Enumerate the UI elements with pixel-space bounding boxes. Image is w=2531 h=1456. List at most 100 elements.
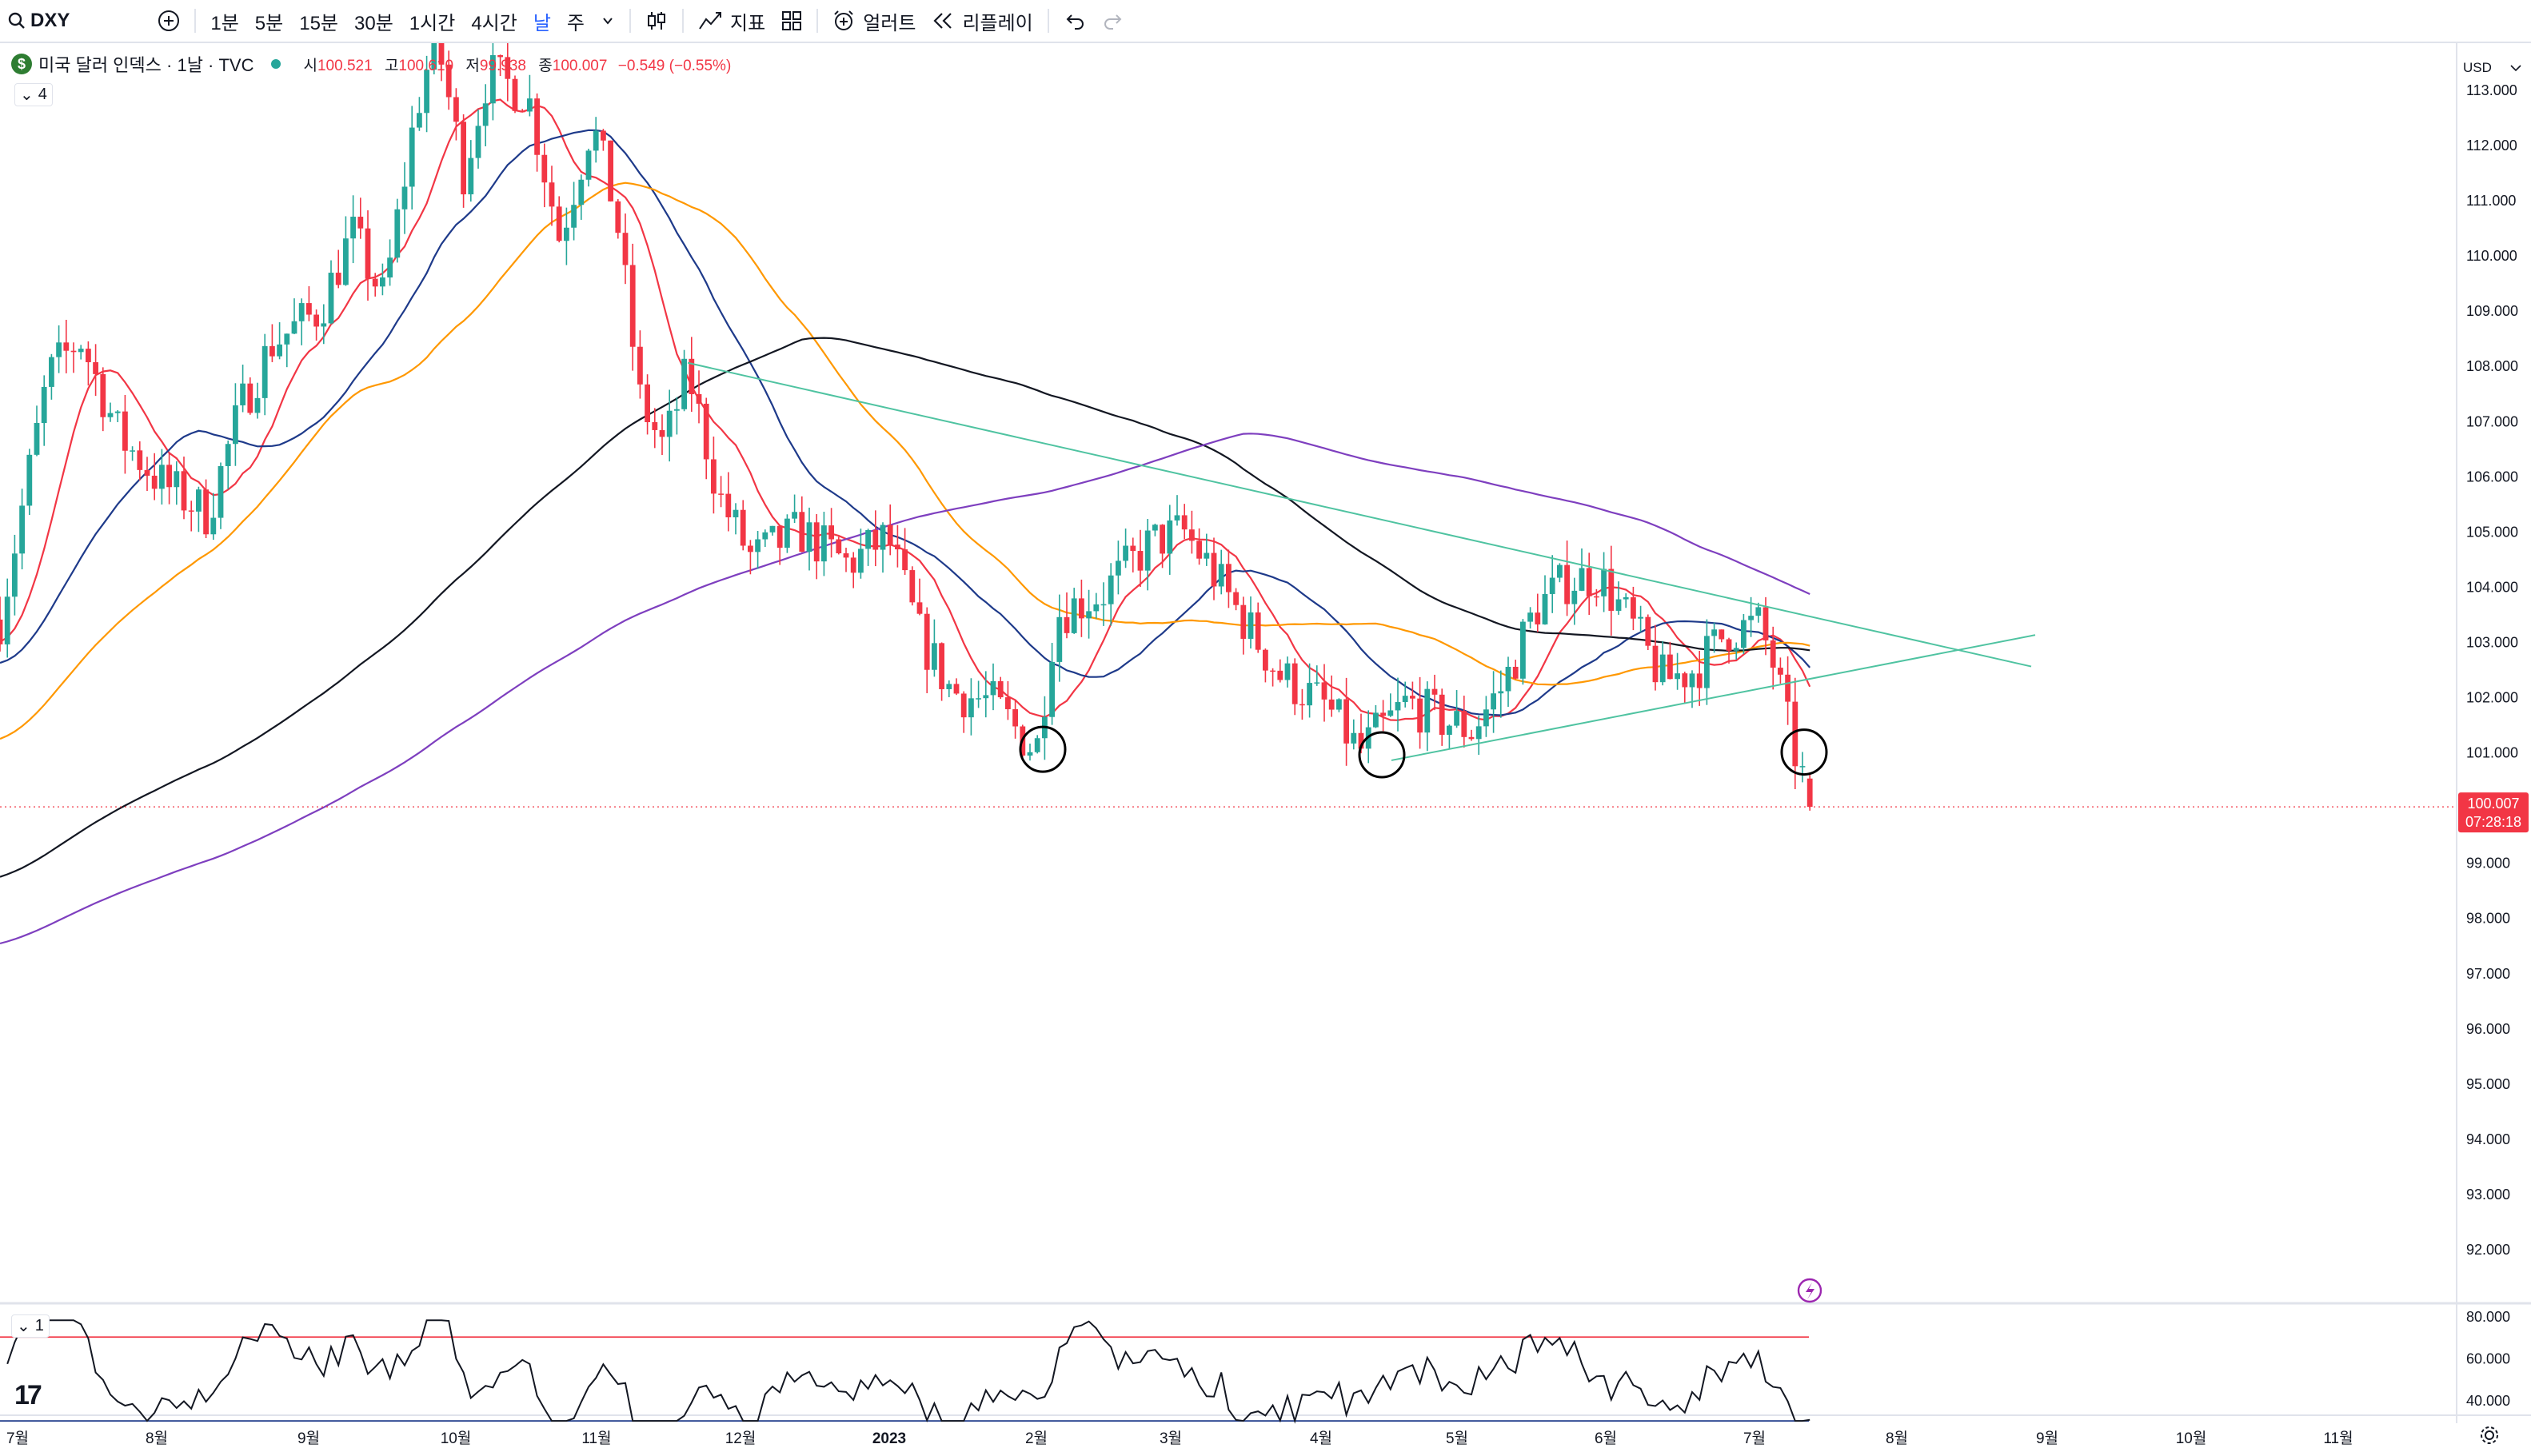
plus-circle-icon (158, 10, 180, 31)
price-tick-label: 112.000 (2466, 138, 2517, 154)
candle-body (306, 303, 312, 315)
time-tick-label: 3월 (1160, 1430, 1182, 1447)
interval-4h[interactable]: 4시간 (463, 0, 525, 42)
time-tick-label: 2023 (872, 1430, 906, 1447)
swing-low-circle (1358, 731, 1406, 779)
price-chart[interactable]: USD113.000112.000111.000110.000109.00010… (0, 43, 2531, 1456)
chevron-down-icon: ⌄ (20, 86, 34, 104)
candle-body (247, 383, 253, 413)
candle-body (968, 698, 974, 718)
candle-body (836, 539, 842, 554)
candle-body (1410, 696, 1415, 699)
candle-body (174, 471, 180, 488)
indicators-button[interactable]: 지표 (690, 0, 773, 42)
candle-body (696, 393, 702, 404)
interval-5m[interactable]: 5분 (247, 0, 291, 42)
interval-dropdown[interactable] (593, 0, 623, 42)
candle-body (188, 510, 194, 512)
interval-1d[interactable]: 날 (525, 0, 559, 42)
candle-body (541, 154, 548, 183)
candle-body (622, 233, 629, 265)
candle-body (776, 525, 783, 548)
candle-body (482, 103, 489, 126)
lightning-icon (1797, 1278, 1822, 1303)
candle-body (19, 505, 25, 554)
candle-body (960, 693, 967, 718)
candle-body (196, 489, 202, 512)
candle-body (445, 64, 452, 98)
candle-body (1160, 525, 1165, 554)
candle-body (1270, 670, 1275, 672)
alert-button[interactable]: 얼러트 (824, 0, 924, 42)
replay-button[interactable]: 리플레이 (924, 0, 1040, 42)
candle-body (1307, 683, 1312, 706)
bar-countdown-label: 07:28:18 (2465, 814, 2521, 830)
open-value: 100.521 (317, 57, 373, 74)
price-tick-label: 109.000 (2466, 303, 2518, 319)
candle-body (313, 314, 319, 327)
candle-body (1277, 670, 1283, 680)
moving-average-layer (0, 98, 1811, 945)
interval-15m[interactable]: 15분 (291, 0, 346, 42)
rsi-toggle[interactable]: ⌄ 1 (11, 1314, 50, 1338)
candle-body (144, 469, 150, 476)
top-toolbar: DXY 1분 5분 15분 30분 1시간 4시간 날 주 지표 얼러트 리플레… (0, 0, 2531, 43)
rsi-line (6, 1319, 1810, 1424)
candle-body (1196, 541, 1202, 559)
candle-body (1395, 702, 1401, 711)
indicator-toggle[interactable]: ⌄ 4 (14, 83, 53, 106)
candle-body (1417, 698, 1423, 733)
candle-body (107, 413, 114, 417)
market-status-dot (271, 59, 281, 69)
drawings-layer[interactable] (687, 361, 2036, 779)
redo-button[interactable] (1094, 0, 1132, 42)
candle-body (261, 345, 268, 398)
compare-button[interactable] (150, 0, 188, 42)
candle-body (1696, 673, 1703, 688)
axis-layer (0, 43, 2531, 1423)
candle-body (549, 182, 555, 207)
candle-body (769, 525, 776, 533)
candle-body (1615, 599, 1622, 611)
candle-body (608, 140, 613, 201)
candle-body (733, 509, 739, 518)
candle-body (725, 493, 732, 518)
candle-body (1263, 649, 1268, 671)
rsi-tick-label: 60.000 (2466, 1350, 2510, 1366)
interval-1h[interactable]: 1시간 (401, 0, 464, 42)
candle-body (291, 321, 297, 334)
candle-body (799, 512, 805, 552)
interval-1m[interactable]: 1분 (202, 0, 246, 42)
candle-body (335, 273, 341, 285)
tradingview-logo[interactable]: 17 (14, 1380, 42, 1410)
gear-icon[interactable] (2479, 1425, 2500, 1450)
candle-body (78, 349, 84, 353)
symbol-title[interactable]: 미국 달러 인덱스 · 1날 · TVC (38, 55, 254, 75)
candle-body (689, 358, 695, 394)
candle-body (711, 459, 717, 494)
interval-30m[interactable]: 30분 (346, 0, 401, 42)
candle-body (1086, 611, 1092, 619)
candle-body (461, 122, 466, 195)
candle-body (652, 421, 658, 430)
chart-type-button[interactable] (637, 0, 676, 42)
candle-body (1108, 575, 1114, 604)
price-tick-label: 111.000 (2466, 193, 2516, 209)
candle-body (1284, 663, 1291, 680)
layouts-button[interactable] (773, 0, 810, 42)
candle-body (659, 429, 665, 437)
candle-body (784, 518, 790, 548)
interval-label: 5분 (254, 12, 284, 34)
candle-body (328, 273, 334, 324)
candle-body (233, 405, 238, 445)
interval-1w[interactable]: 주 (559, 0, 593, 42)
candle-body (1137, 551, 1144, 571)
last-price-badge (2458, 792, 2529, 833)
symbol-search[interactable]: DXY (0, 0, 78, 42)
undo-button[interactable] (1056, 0, 1094, 42)
rsi-pane-label: 1 (34, 1317, 44, 1334)
candle-body (1601, 568, 1607, 596)
candle-body (748, 545, 753, 552)
candle-body (1181, 515, 1188, 530)
candle-body (1542, 593, 1548, 624)
